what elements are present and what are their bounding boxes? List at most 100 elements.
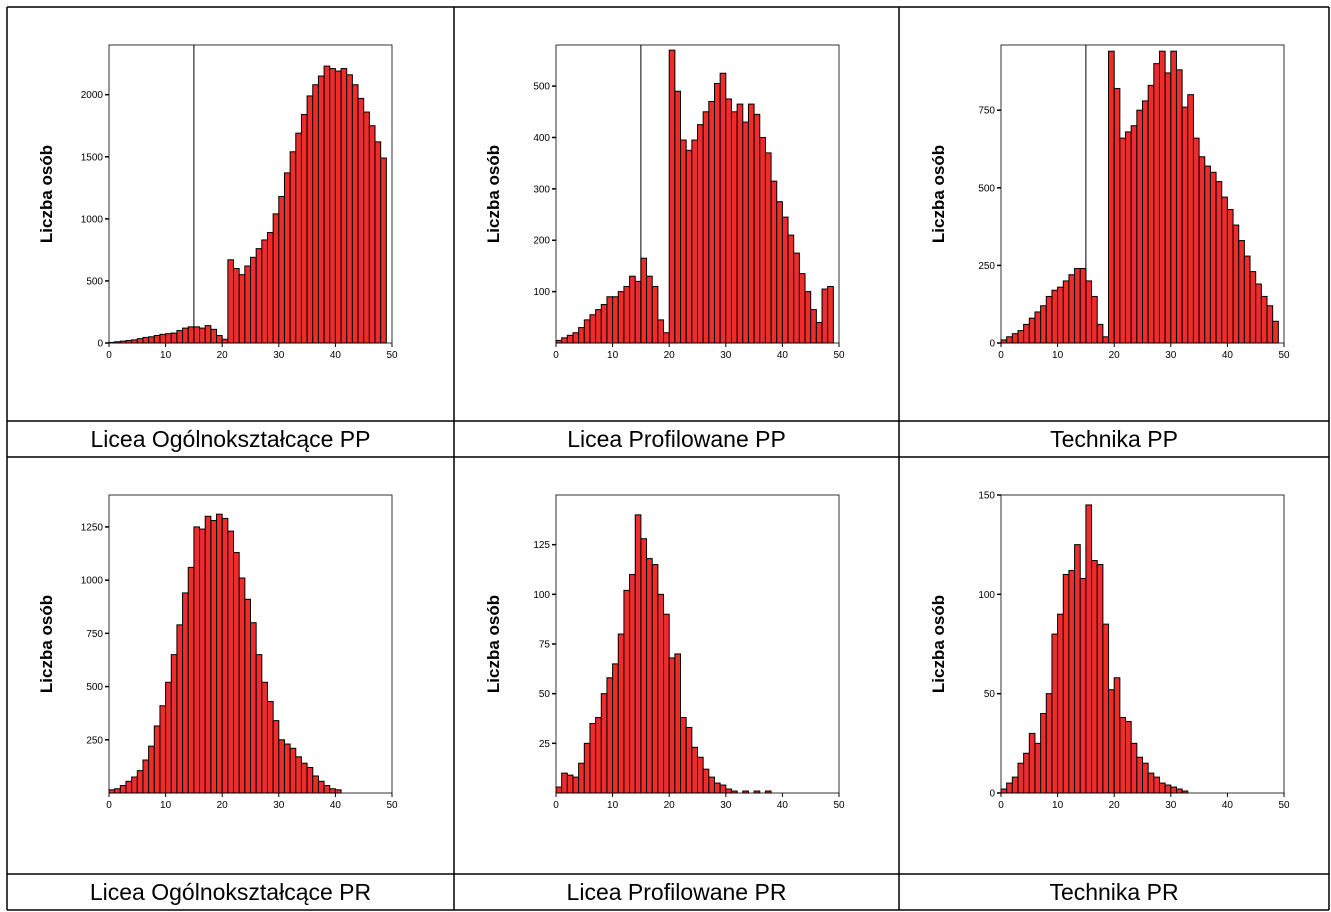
bar	[233, 551, 240, 794]
bar	[1017, 762, 1025, 794]
x-tick-label: 20	[664, 350, 676, 361]
bar	[730, 111, 738, 344]
y-axis-label: Liczba osób	[929, 145, 948, 243]
bar	[617, 633, 625, 794]
bar	[289, 151, 297, 344]
bar	[1011, 776, 1019, 794]
bar	[566, 774, 574, 794]
bar	[153, 335, 161, 344]
bar	[159, 333, 167, 344]
bar	[357, 97, 365, 344]
y-tick-label: 100	[533, 590, 550, 601]
bar	[612, 663, 619, 794]
bar	[651, 564, 659, 794]
bar	[634, 280, 642, 344]
bar	[1011, 333, 1019, 344]
bar	[148, 336, 155, 344]
bar	[1062, 280, 1070, 344]
bar	[685, 149, 693, 344]
bar	[119, 785, 127, 794]
bar	[1091, 295, 1098, 344]
bar	[1226, 209, 1234, 344]
bar	[725, 98, 732, 344]
bar	[351, 84, 359, 344]
bar	[334, 789, 342, 794]
bar	[199, 528, 206, 794]
bar	[1215, 181, 1223, 344]
y-tick-label: 750	[978, 106, 995, 117]
x-tick-label: 30	[273, 800, 285, 811]
y-tick-label: 500	[978, 183, 995, 194]
y-tick-label: 250	[86, 735, 103, 746]
histogram-6: 0 10 20 30 40 50 0 50 100 150 Liczba osób	[929, 491, 1290, 812]
y-axis-label: Liczba osób	[484, 595, 503, 693]
y-tick-label: 125	[533, 540, 550, 551]
bar	[561, 772, 568, 794]
bar	[1260, 295, 1268, 344]
bar	[244, 598, 251, 794]
bar	[300, 762, 308, 794]
bar	[210, 520, 218, 794]
bar	[323, 785, 331, 794]
bar	[1170, 786, 1177, 794]
bar	[1023, 323, 1030, 344]
chart-cell-2: 0 10 20 30 40 50 100 200 300 400 500 Liczba osób Lic…	[454, 7, 899, 457]
x-tick-label: 20	[1109, 800, 1121, 811]
bar	[272, 720, 280, 794]
bar	[702, 111, 710, 344]
y-tick-label: 1000	[81, 576, 104, 587]
bar	[1079, 268, 1087, 344]
bar	[1209, 171, 1217, 344]
bar	[1028, 317, 1036, 344]
bar	[1266, 305, 1274, 344]
bar	[340, 68, 348, 344]
bar	[1028, 732, 1036, 794]
bar	[1108, 50, 1115, 344]
x-tick-label: 10	[1052, 350, 1064, 361]
bar	[612, 296, 619, 344]
bar	[572, 776, 580, 794]
bar	[114, 788, 121, 794]
bar	[312, 84, 319, 344]
bar	[250, 622, 257, 794]
bar	[1249, 271, 1257, 344]
bar	[244, 265, 251, 344]
bar	[1040, 305, 1047, 344]
bar	[1238, 240, 1245, 344]
bar	[142, 336, 150, 344]
bar	[266, 231, 274, 344]
bar	[600, 303, 608, 344]
bar	[798, 273, 806, 344]
x-tick-label: 30	[720, 350, 732, 361]
bar	[1000, 788, 1008, 794]
bar	[668, 657, 676, 794]
bar	[1051, 633, 1059, 794]
y-tick-label: 25	[539, 739, 551, 750]
bar	[187, 326, 195, 344]
bar	[283, 172, 291, 344]
y-axis-label: Liczba osób	[37, 145, 56, 243]
bar	[238, 274, 246, 344]
y-tick-label: 75	[539, 640, 551, 651]
bar	[606, 296, 614, 344]
x-tick-label: 50	[833, 350, 845, 361]
bar	[329, 788, 336, 794]
chart-caption: Licea Profilowane PR	[566, 879, 787, 905]
bar	[170, 332, 178, 344]
bar	[640, 257, 648, 344]
bar	[1142, 762, 1149, 794]
bar	[136, 770, 144, 794]
y-tick-label: 500	[533, 82, 550, 93]
bar	[1074, 544, 1081, 794]
bar	[1108, 689, 1115, 794]
bar	[295, 132, 302, 344]
bar	[176, 624, 184, 794]
bar	[646, 275, 653, 344]
bar	[261, 239, 268, 344]
bar	[691, 746, 698, 794]
bar	[289, 747, 297, 794]
histogram-5: 0 10 20 30 40 50 25 50 75 100 125 Liczba osób	[484, 494, 845, 811]
bar	[1125, 720, 1132, 794]
bar	[1006, 782, 1013, 794]
x-tick-label: 20	[1109, 350, 1121, 361]
